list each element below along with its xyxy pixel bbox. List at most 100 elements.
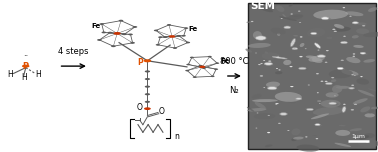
Ellipse shape [351,131,357,136]
Ellipse shape [349,16,352,17]
Circle shape [190,57,194,58]
Ellipse shape [305,136,308,137]
Ellipse shape [335,143,351,147]
Ellipse shape [257,5,273,12]
Ellipse shape [300,68,308,71]
Ellipse shape [314,43,321,48]
Ellipse shape [363,59,375,63]
Ellipse shape [291,128,301,135]
Ellipse shape [290,86,294,87]
Ellipse shape [263,87,265,88]
Ellipse shape [326,50,329,51]
Ellipse shape [350,128,362,131]
Ellipse shape [311,32,317,35]
Ellipse shape [258,64,261,65]
Ellipse shape [313,135,317,136]
Ellipse shape [305,108,308,109]
Ellipse shape [325,92,339,98]
Ellipse shape [289,4,293,7]
Ellipse shape [331,79,336,82]
Ellipse shape [256,36,266,40]
Ellipse shape [336,86,350,89]
Circle shape [128,33,133,35]
Ellipse shape [299,67,306,70]
Ellipse shape [260,75,263,76]
Ellipse shape [343,42,345,43]
Ellipse shape [300,36,302,38]
Ellipse shape [268,60,271,62]
Text: 800 °C: 800 °C [220,57,249,66]
Ellipse shape [275,103,279,104]
Ellipse shape [293,35,298,36]
Circle shape [133,26,137,28]
Ellipse shape [268,115,270,116]
Circle shape [199,66,205,68]
Ellipse shape [349,87,355,89]
Ellipse shape [353,98,368,104]
Text: O: O [159,107,165,116]
Ellipse shape [319,103,321,104]
Circle shape [163,36,167,38]
Ellipse shape [364,133,375,138]
Ellipse shape [343,104,345,105]
Ellipse shape [354,104,357,105]
Circle shape [186,64,190,65]
Ellipse shape [246,21,253,23]
Ellipse shape [339,68,345,70]
Ellipse shape [334,31,337,32]
Ellipse shape [325,81,328,82]
Ellipse shape [245,49,252,53]
Circle shape [208,56,212,57]
Ellipse shape [278,123,281,124]
Circle shape [144,59,151,62]
Ellipse shape [329,69,353,78]
Text: H: H [35,70,41,79]
Ellipse shape [305,48,307,49]
Ellipse shape [276,68,278,69]
Ellipse shape [257,36,268,41]
Ellipse shape [299,22,301,23]
Ellipse shape [319,55,328,59]
Circle shape [158,36,162,38]
Ellipse shape [360,52,366,54]
Ellipse shape [279,16,297,21]
Circle shape [184,27,188,29]
Ellipse shape [339,125,346,126]
Circle shape [198,65,203,66]
Ellipse shape [281,18,283,19]
Circle shape [167,24,171,26]
Ellipse shape [358,90,375,97]
Ellipse shape [297,98,304,101]
Ellipse shape [291,138,297,141]
Circle shape [202,67,206,69]
Ellipse shape [312,33,319,35]
Circle shape [108,32,112,34]
Circle shape [154,30,158,31]
Ellipse shape [357,22,367,25]
Ellipse shape [251,21,253,22]
Ellipse shape [293,48,296,49]
Circle shape [145,78,150,80]
Ellipse shape [254,102,266,109]
Ellipse shape [252,94,262,99]
Ellipse shape [341,70,359,76]
Ellipse shape [350,88,356,90]
Ellipse shape [300,43,304,47]
Ellipse shape [316,138,318,139]
Text: N₂: N₂ [229,86,239,95]
Ellipse shape [332,29,335,30]
Bar [248,3,376,149]
Ellipse shape [334,24,344,29]
Ellipse shape [352,22,358,24]
Ellipse shape [299,56,303,57]
Ellipse shape [285,27,293,30]
Circle shape [99,23,104,25]
Ellipse shape [266,63,275,66]
Ellipse shape [321,81,323,82]
Ellipse shape [290,66,293,67]
Ellipse shape [317,92,319,93]
Text: Fe: Fe [220,58,229,64]
Ellipse shape [267,87,277,90]
Circle shape [215,62,219,64]
Text: Fe: Fe [92,22,101,29]
